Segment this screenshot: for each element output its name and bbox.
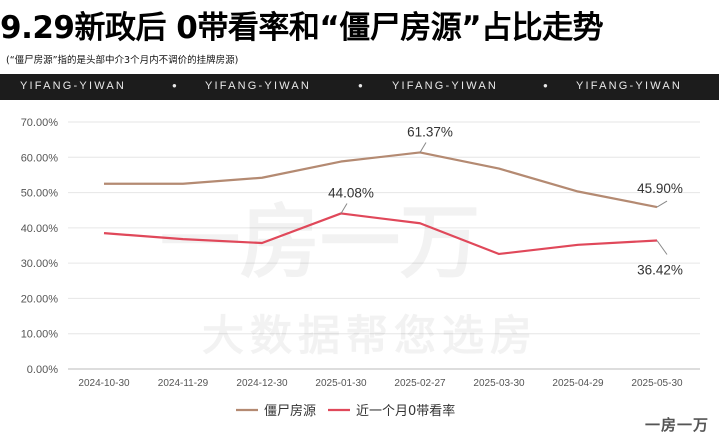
annotation-leader — [656, 240, 668, 255]
banner-text: YIFANG-YIWAN — [392, 80, 499, 92]
watermark-brand: 一房一万 — [160, 196, 480, 289]
brand-banner: YIFANG-YIWAN ● YIFANG-YIWAN ● YIFANG-YIW… — [0, 74, 719, 100]
x-tick-label: 2025-04-29 — [552, 378, 604, 389]
data-label: 45.90% — [637, 181, 683, 196]
legend-label: 僵尸房源 — [264, 403, 316, 419]
y-tick-label: 30.00% — [21, 258, 59, 270]
y-tick-label: 10.00% — [21, 329, 59, 341]
banner-text: YIFANG-YIWAN — [20, 80, 127, 92]
banner-text: YIFANG-YIWAN — [576, 80, 683, 92]
x-tick-label: 2024-12-30 — [236, 378, 288, 389]
legend: 僵尸房源 近一个月0带看率 — [236, 403, 455, 419]
banner-dot: ● — [358, 81, 366, 90]
banner-text: YIFANG-YIWAN — [205, 80, 312, 92]
annotation-leader — [656, 200, 668, 208]
y-tick-label: 70.00% — [21, 117, 59, 129]
x-tick-label: 2025-01-30 — [315, 378, 367, 389]
banner-dot: ● — [172, 81, 180, 90]
x-tick-label: 2024-10-30 — [78, 378, 130, 389]
data-label: 44.08% — [328, 185, 374, 200]
label-layer: 61.37% 45.90% 44.08% 36.42% — [328, 124, 683, 277]
x-tick-label: 2025-03-30 — [473, 378, 525, 389]
footer-logo: 一房一万 — [644, 416, 709, 434]
y-tick-label: 0.00% — [27, 364, 58, 376]
series-line — [103, 212, 658, 256]
data-label: 61.37% — [407, 124, 453, 139]
series-line — [104, 151, 658, 209]
y-tick-label: 50.00% — [21, 188, 59, 200]
y-tick-label: 60.00% — [21, 152, 59, 164]
page-title: 9.29新政后 0带看率和“僵尸房源”占比走势 — [0, 10, 604, 46]
annotation-leader — [419, 142, 427, 153]
y-tick-label: 20.00% — [21, 293, 59, 305]
page-subtitle: (“僵尸房源”指的是头部中介3个月内不调价的挂牌房源) — [6, 55, 239, 66]
x-tick-label: 2025-05-30 — [631, 378, 683, 389]
watermark-slogan: 大数据帮您选房 — [202, 311, 538, 360]
annotation-leader — [340, 203, 348, 214]
series-layer — [103, 151, 658, 256]
x-tick-label: 2024-11-29 — [158, 378, 209, 389]
y-tick-label: 40.00% — [21, 223, 59, 235]
data-label: 36.42% — [637, 262, 683, 277]
x-tick-label: 2025-02-27 — [394, 378, 446, 389]
banner-dot: ● — [543, 81, 551, 90]
legend-label: 近一个月0带看率 — [356, 403, 455, 419]
